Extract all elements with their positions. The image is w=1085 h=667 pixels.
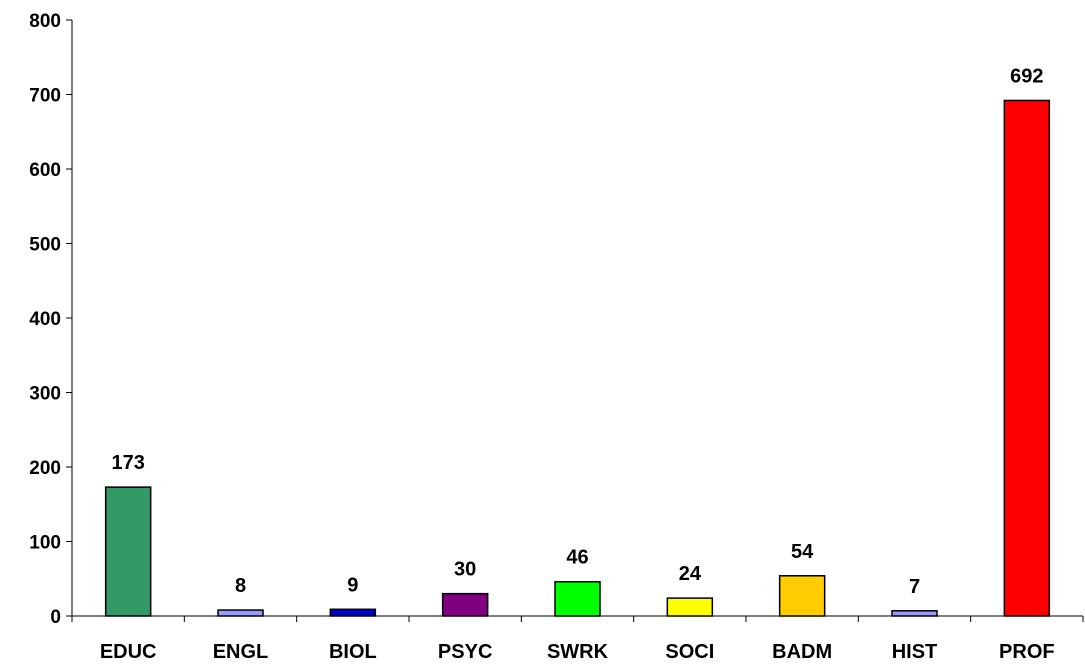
data-labels: 173 8 9 30 46 24 54 7 692 xyxy=(111,65,1043,597)
y-axis: 0 100 200 300 400 500 600 700 800 xyxy=(29,11,73,628)
data-label: 692 xyxy=(1010,65,1043,87)
y-tick-label: 200 xyxy=(29,458,61,479)
y-tick-label: 100 xyxy=(29,533,61,554)
bar-educ xyxy=(104,486,152,617)
data-label: 30 xyxy=(454,559,476,581)
y-tick-label: 400 xyxy=(29,309,61,330)
y-tick-label: 600 xyxy=(29,160,61,181)
x-category-label: PROF xyxy=(999,641,1055,663)
x-category-label: PSYC xyxy=(438,641,492,663)
data-label: 173 xyxy=(111,452,144,474)
x-category-label: EDUC xyxy=(100,641,157,663)
bar-soci xyxy=(666,597,714,617)
y-tick-label: 700 xyxy=(29,86,61,107)
y-tick-label: 500 xyxy=(29,235,61,256)
x-category-label: HIST xyxy=(892,641,938,663)
y-tick-label: 300 xyxy=(29,384,61,405)
x-category-label: SWRK xyxy=(547,641,609,663)
y-tick-label: 0 xyxy=(50,607,61,628)
data-label: 9 xyxy=(347,574,358,596)
y-tick-label: 800 xyxy=(29,11,61,32)
x-category-label: ENGL xyxy=(213,641,269,663)
bar-swrk xyxy=(554,580,601,617)
bar-badm xyxy=(778,575,826,617)
bar-prof xyxy=(1003,99,1051,617)
data-label: 54 xyxy=(791,541,814,563)
x-axis: EDUC ENGL BIOL PSYC SWRK SOCI BADM HIST PROF xyxy=(71,615,1084,663)
bar-biol xyxy=(329,608,377,617)
data-label: 24 xyxy=(679,563,702,585)
x-category-label: BADM xyxy=(772,641,832,663)
bars xyxy=(104,99,1051,617)
x-category-label: BIOL xyxy=(329,641,377,663)
data-label: 46 xyxy=(566,547,588,569)
bar-hist xyxy=(891,610,938,617)
bar-psyc xyxy=(441,592,489,617)
x-category-label: SOCI xyxy=(665,641,714,663)
bar-engl xyxy=(217,609,264,617)
data-label: 8 xyxy=(235,575,246,597)
data-label: 7 xyxy=(909,576,920,598)
